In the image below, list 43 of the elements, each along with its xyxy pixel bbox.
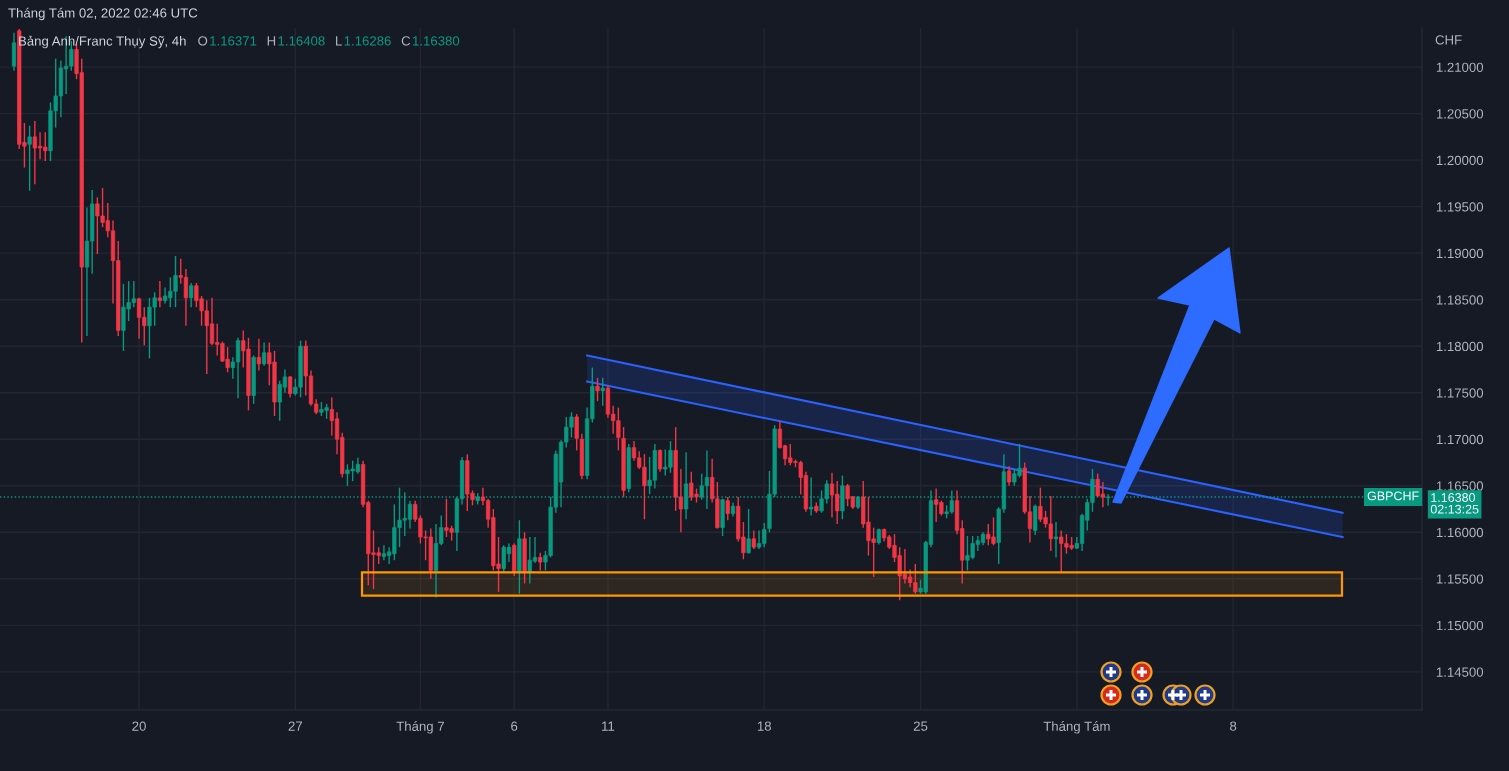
candlestick: [600, 377, 605, 407]
x-tick-label: 27: [288, 721, 303, 731]
x-tick-label: 20: [132, 721, 146, 731]
text: 1.16380 02:13:25: [1430, 493, 1479, 514]
candlestick: [189, 282, 194, 308]
candlestick: [657, 448, 663, 473]
candlestick: [11, 31, 17, 72]
candlestick: [751, 529, 756, 550]
candlestick: [261, 341, 267, 367]
y-tick-label: 1.18500: [1436, 295, 1484, 305]
ref-line-label: GBPCHF: [1367, 491, 1419, 501]
candlestick: [746, 508, 751, 555]
candlestick: [725, 496, 730, 521]
y-tick-label: 1.20500: [1436, 109, 1484, 119]
x-tick-label: 8: [1230, 721, 1237, 731]
y-axis-title: CHF: [1435, 35, 1462, 45]
y-tick-label: 1.18000: [1436, 341, 1484, 352]
x-tick-label: 25: [913, 721, 928, 731]
y-tick-label: 1.20000: [1436, 155, 1484, 166]
y-tick-label: 1.21000: [1436, 62, 1484, 72]
y-tick-label: 1.15000: [1436, 620, 1484, 631]
candlestick: [27, 124, 32, 192]
y-tick-label: 1.14500: [1436, 667, 1484, 677]
x-tick-label: 6: [511, 721, 518, 731]
x-tick-label: Tháng Tám: [1043, 721, 1110, 734]
candlestick: [157, 280, 163, 308]
chart-subtitle: O1.16371 H1.16408 L1.16286 C1.16380: [198, 36, 460, 46]
candlestick: [256, 338, 261, 372]
candlestick: [1053, 521, 1059, 559]
candlestick: [574, 413, 579, 452]
text: Tháng Tám 02, 2022 02:46 UTC: [8, 7, 198, 21]
x-tick-label: 18: [757, 721, 772, 731]
candlestick: [1006, 465, 1012, 487]
y-tick-label: 1.19500: [1436, 202, 1484, 212]
y-tick-label: 1.17500: [1436, 388, 1484, 398]
y-tick-label: 1.19000: [1436, 248, 1484, 259]
y-tick-label: 1.15500: [1436, 574, 1484, 584]
y-tick-label: 1.16500: [1436, 481, 1484, 491]
x-tick-label: 11: [602, 721, 615, 731]
candlestick: [595, 377, 600, 402]
y-tick-label: 1.16000: [1436, 527, 1484, 538]
x-tick-label: Tháng 7: [396, 721, 444, 734]
y-tick-label: 1.17000: [1436, 434, 1484, 445]
